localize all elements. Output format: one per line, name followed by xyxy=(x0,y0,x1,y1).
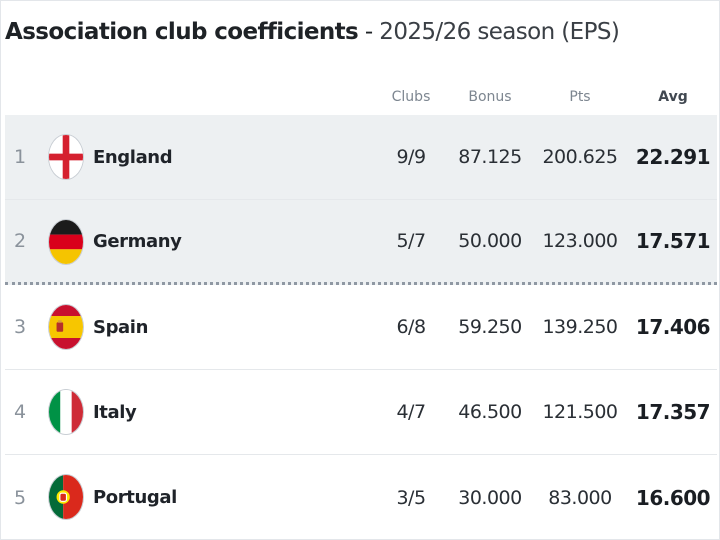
pts-value: 83.000 xyxy=(548,486,612,509)
bonus-value: 59.250 xyxy=(458,316,522,338)
title-separator: - xyxy=(358,19,380,45)
pts-value: 139.250 xyxy=(542,316,618,338)
germany-flag-icon xyxy=(48,219,84,265)
rank: 3 xyxy=(14,316,27,338)
column-header-avg[interactable]: Avg xyxy=(658,89,688,105)
table-header: Clubs Bonus Pts Avg xyxy=(5,77,717,115)
table-row[interactable]: 2 Germany 5/7 50.000 123.000 17.571 xyxy=(5,200,717,285)
pts-value: 121.500 xyxy=(542,401,618,423)
country-name[interactable]: Spain xyxy=(93,316,148,338)
bonus-value: 50.000 xyxy=(458,230,522,252)
spain-flag-icon xyxy=(48,304,84,350)
rank: 2 xyxy=(14,230,27,252)
coefficients-table: Clubs Bonus Pts Avg 1 England 9/9 87.125… xyxy=(5,77,717,540)
title-season: 2025/26 season (EPS) xyxy=(379,19,620,45)
clubs-value: 9/9 xyxy=(396,146,426,168)
clubs-value: 6/8 xyxy=(396,316,426,338)
england-flag-icon xyxy=(48,134,84,180)
table-row[interactable]: 5 Portugal 3/5 30.000 83.000 16.600 xyxy=(5,455,717,540)
page-title: Association club coefficients - 2025/26 … xyxy=(1,1,720,63)
table-row[interactable]: 4 Italy 4/7 46.500 121.500 17.357 xyxy=(5,370,717,455)
avg-value: 17.357 xyxy=(635,400,711,424)
country-name[interactable]: England xyxy=(93,146,173,168)
avg-value: 17.571 xyxy=(635,229,711,253)
rank: 5 xyxy=(14,486,27,509)
avg-value: 17.406 xyxy=(635,315,711,339)
bonus-value: 46.500 xyxy=(458,401,522,423)
avg-value: 22.291 xyxy=(635,145,711,169)
avg-value: 16.600 xyxy=(635,485,711,510)
italy-flag-icon xyxy=(48,389,84,435)
clubs-value: 5/7 xyxy=(396,230,426,252)
portugal-flag-icon xyxy=(48,474,84,520)
table-row[interactable]: 1 England 9/9 87.125 200.625 22.291 xyxy=(5,115,717,200)
pts-value: 200.625 xyxy=(542,146,618,168)
column-header-pts[interactable]: Pts xyxy=(569,89,591,105)
country-name[interactable]: Portugal xyxy=(93,487,177,508)
country-name[interactable]: Italy xyxy=(93,401,137,423)
pts-value: 123.000 xyxy=(542,230,618,252)
rank: 1 xyxy=(14,146,27,168)
table-row[interactable]: 3 Spain 6/8 59.250 139.250 17.406 xyxy=(5,285,717,370)
column-header-clubs[interactable]: Clubs xyxy=(391,89,431,105)
bonus-value: 87.125 xyxy=(458,146,522,168)
bonus-value: 30.000 xyxy=(458,486,522,509)
clubs-value: 4/7 xyxy=(396,401,426,423)
rank: 4 xyxy=(14,401,27,423)
clubs-value: 3/5 xyxy=(396,486,426,509)
title-main: Association club coefficients xyxy=(5,19,359,45)
country-name[interactable]: Germany xyxy=(93,230,182,252)
column-header-bonus[interactable]: Bonus xyxy=(468,89,512,105)
